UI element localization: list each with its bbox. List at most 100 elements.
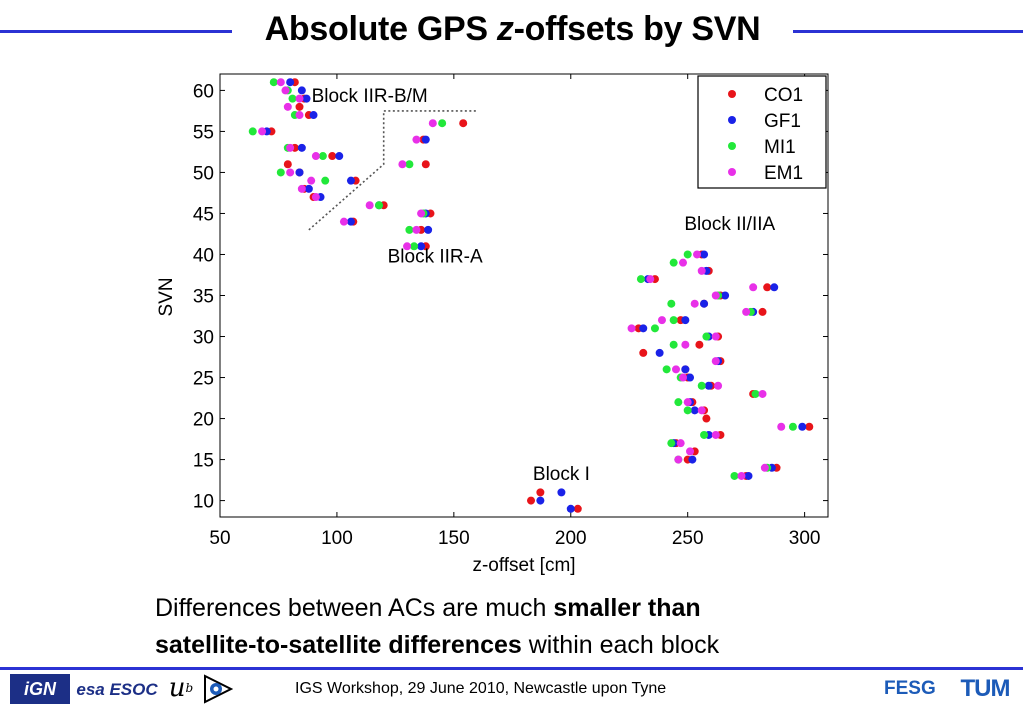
data-point-co1 <box>805 422 814 431</box>
data-point-gf1 <box>681 365 690 374</box>
x-tick-label: 150 <box>438 528 470 549</box>
data-point-em1 <box>311 152 320 161</box>
data-point-em1 <box>693 250 702 259</box>
legend-box <box>697 75 827 189</box>
data-point-mi1 <box>667 299 676 308</box>
block-label: Block II/IIA <box>684 214 775 235</box>
data-point-em1 <box>286 168 295 177</box>
data-point-em1 <box>683 398 692 407</box>
data-point-mi1 <box>662 365 671 374</box>
y-tick-label: 20 <box>193 410 214 431</box>
legend-label: GF1 <box>764 111 801 132</box>
esa-esoc-logo: esa ESOC <box>76 680 158 699</box>
x-tick-label: 100 <box>321 528 353 549</box>
data-point-co1 <box>702 414 711 423</box>
data-point-em1 <box>758 389 767 398</box>
data-point-em1 <box>711 430 720 439</box>
data-point-em1 <box>681 340 690 349</box>
unibern-logo-sup: b <box>185 681 194 695</box>
legend-label: EM1 <box>764 163 803 184</box>
data-point-gf1 <box>295 168 304 177</box>
data-point-mi1 <box>248 127 257 136</box>
data-point-gf1 <box>335 152 344 161</box>
title-bar: Absolute GPS z-offsets by SVN <box>0 0 1023 62</box>
data-point-em1 <box>627 324 636 333</box>
data-point-em1 <box>403 242 412 251</box>
data-point-em1 <box>676 439 685 448</box>
data-point-gf1 <box>297 143 306 152</box>
data-point-gf1 <box>721 291 730 300</box>
data-point-mi1 <box>667 439 676 448</box>
data-point-em1 <box>286 143 295 152</box>
data-point-gf1 <box>688 455 697 464</box>
data-point-em1 <box>646 275 655 284</box>
data-point-em1 <box>281 86 290 95</box>
data-point-mi1 <box>669 316 678 325</box>
data-point-gf1 <box>346 217 355 226</box>
data-point-em1 <box>417 209 426 218</box>
data-point-em1 <box>283 102 292 111</box>
data-point-em1 <box>657 316 666 325</box>
data-point-co1 <box>421 160 430 169</box>
data-point-co1 <box>639 348 648 357</box>
legend-marker <box>728 116 736 124</box>
tum-logo: TUM <box>960 675 1011 702</box>
data-point-em1 <box>742 307 751 316</box>
y-tick-label: 60 <box>193 81 214 102</box>
data-point-mi1 <box>410 242 419 251</box>
data-point-gf1 <box>421 135 430 144</box>
data-point-em1 <box>307 176 316 185</box>
x-tick-label: 200 <box>555 528 587 549</box>
data-point-gf1 <box>302 94 311 103</box>
data-point-em1 <box>412 135 421 144</box>
data-point-gf1 <box>286 78 295 87</box>
x-tick-label: 50 <box>209 528 230 549</box>
data-point-gf1 <box>700 299 709 308</box>
y-tick-label: 25 <box>193 369 214 390</box>
block-label: Block I <box>533 464 590 485</box>
ign-logo: iGN <box>10 674 70 704</box>
caption-text-1: Differences between ACs are much <box>155 594 554 622</box>
data-point-gf1 <box>655 348 664 357</box>
title-divider-right <box>793 30 1023 33</box>
data-point-gf1 <box>700 250 709 259</box>
data-point-mi1 <box>674 398 683 407</box>
legend-marker <box>728 90 736 98</box>
caption-bold-2: satellite-to-satellite differences <box>155 631 522 659</box>
data-point-co1 <box>536 488 545 497</box>
data-point-em1 <box>697 406 706 415</box>
data-point-em1 <box>258 127 267 136</box>
data-points <box>248 78 814 513</box>
y-tick-label: 40 <box>193 245 214 266</box>
data-point-co1 <box>573 504 582 513</box>
data-point-co1 <box>283 160 292 169</box>
data-point-em1 <box>339 217 348 226</box>
data-point-em1 <box>760 463 769 472</box>
data-point-mi1 <box>318 152 327 161</box>
data-point-gf1 <box>770 283 779 292</box>
y-tick-label: 55 <box>193 122 214 143</box>
title-divider-left <box>0 30 232 33</box>
y-tick-label: 35 <box>193 287 214 308</box>
data-point-mi1 <box>700 430 709 439</box>
data-point-em1 <box>711 357 720 366</box>
unibern-logo-letter: u <box>168 673 186 703</box>
data-point-mi1 <box>650 324 659 333</box>
data-point-em1 <box>295 111 304 120</box>
data-point-gf1 <box>309 111 318 120</box>
legend-marker <box>728 168 736 176</box>
data-point-mi1 <box>788 422 797 431</box>
data-point-mi1 <box>669 258 678 267</box>
data-point-em1 <box>697 266 706 275</box>
y-tick-label: 15 <box>193 451 214 472</box>
legend: CO1 GF1 MI1 EM1 <box>697 75 827 189</box>
data-point-em1 <box>398 160 407 169</box>
x-axis-label: z-offset [cm] <box>472 555 575 576</box>
title-prefix: Absolute GPS <box>264 10 497 48</box>
data-point-em1 <box>311 193 320 202</box>
y-tick-label: 45 <box>193 204 214 225</box>
data-point-mi1 <box>321 176 330 185</box>
data-point-mi1 <box>730 471 739 480</box>
slide-caption: Differences between ACs are much smaller… <box>155 590 1015 664</box>
